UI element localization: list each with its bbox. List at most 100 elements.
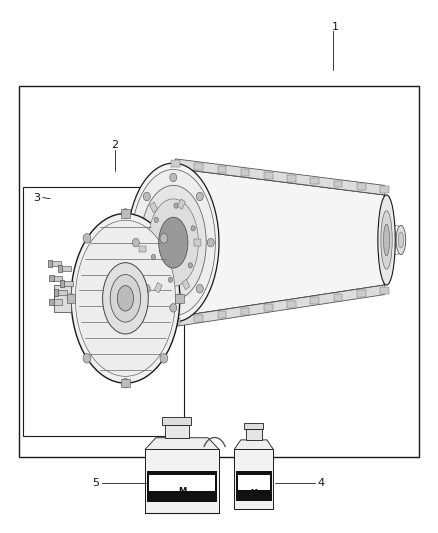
Text: 4: 4 (318, 478, 325, 488)
Bar (58, 265, 62, 272)
Bar (334, 294, 343, 301)
Bar (241, 169, 250, 176)
Circle shape (191, 225, 195, 231)
Bar (171, 160, 180, 167)
Bar (246, 429, 261, 440)
Bar (145, 449, 219, 513)
Bar (154, 282, 162, 293)
Circle shape (83, 353, 91, 363)
Bar (334, 181, 343, 188)
Text: 2: 2 (111, 140, 118, 150)
Circle shape (170, 304, 177, 312)
Bar (63, 281, 73, 286)
Bar (57, 290, 67, 295)
Ellipse shape (148, 199, 198, 286)
Circle shape (168, 277, 173, 282)
Polygon shape (145, 438, 219, 449)
Bar (121, 379, 130, 387)
Bar (311, 177, 319, 184)
Ellipse shape (159, 217, 188, 268)
Text: M: M (178, 487, 186, 496)
Bar (357, 183, 366, 190)
Bar (357, 290, 366, 297)
Polygon shape (176, 159, 385, 195)
Text: MaxPro: MaxPro (169, 496, 195, 501)
Circle shape (160, 233, 168, 243)
Bar (165, 424, 188, 438)
Polygon shape (176, 168, 385, 317)
Bar (264, 304, 273, 311)
Polygon shape (53, 285, 71, 312)
Circle shape (176, 294, 184, 303)
Circle shape (174, 203, 178, 208)
Bar (49, 299, 53, 305)
Text: 5: 5 (92, 478, 99, 488)
Circle shape (151, 254, 155, 260)
Bar (51, 261, 61, 266)
Bar (147, 471, 217, 503)
Bar (150, 202, 158, 213)
Bar (171, 318, 180, 325)
Bar (61, 266, 71, 271)
Circle shape (170, 173, 177, 182)
Ellipse shape (127, 163, 219, 322)
Circle shape (121, 378, 129, 388)
Text: MaxPro: MaxPro (243, 496, 265, 501)
Bar (49, 275, 53, 281)
Circle shape (121, 209, 129, 218)
Bar (194, 239, 201, 246)
Ellipse shape (117, 286, 134, 311)
Ellipse shape (396, 225, 406, 255)
Bar (48, 260, 52, 266)
Ellipse shape (384, 224, 390, 256)
Bar (23, 187, 184, 436)
Bar (176, 294, 184, 303)
Bar (218, 311, 226, 318)
Ellipse shape (141, 185, 206, 300)
Bar (380, 287, 389, 294)
Text: 1: 1 (332, 22, 339, 32)
Ellipse shape (378, 195, 395, 285)
Circle shape (196, 285, 203, 293)
Ellipse shape (75, 220, 176, 376)
Bar (311, 297, 319, 304)
Bar (67, 294, 75, 303)
Bar (287, 301, 296, 308)
Circle shape (154, 217, 159, 223)
Text: 3: 3 (34, 192, 41, 203)
Bar (194, 315, 203, 322)
Circle shape (143, 192, 150, 201)
Bar (162, 417, 191, 424)
Circle shape (160, 353, 168, 363)
Bar (60, 280, 64, 287)
Bar (177, 199, 185, 209)
Polygon shape (234, 440, 273, 449)
Bar (236, 471, 272, 502)
Ellipse shape (102, 263, 148, 334)
Ellipse shape (71, 214, 180, 383)
Bar (241, 308, 250, 315)
Circle shape (132, 238, 139, 247)
Bar (182, 279, 190, 289)
Text: M: M (251, 489, 257, 495)
Bar (380, 187, 389, 193)
Bar (149, 475, 215, 491)
Bar (19, 86, 419, 457)
Ellipse shape (110, 274, 141, 322)
Bar (53, 300, 62, 305)
Bar (139, 246, 145, 252)
Circle shape (188, 263, 193, 268)
Ellipse shape (398, 232, 403, 248)
Circle shape (67, 294, 75, 303)
Bar (53, 289, 58, 296)
Bar (194, 163, 203, 170)
Bar (218, 166, 226, 173)
Ellipse shape (381, 211, 392, 269)
Bar (287, 175, 296, 182)
Bar (244, 423, 263, 429)
Circle shape (83, 233, 91, 243)
Circle shape (196, 192, 203, 201)
Bar (53, 276, 62, 281)
Bar (264, 172, 273, 179)
Bar (238, 475, 270, 490)
